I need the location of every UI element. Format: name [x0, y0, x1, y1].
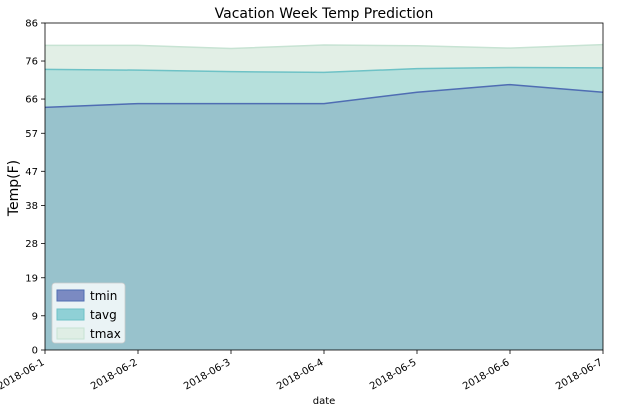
- chart-title: Vacation Week Temp Prediction: [215, 6, 434, 22]
- y-tick-label: 0: [32, 346, 38, 357]
- legend-swatch-tmax: [57, 328, 84, 339]
- y-tick-label: 19: [25, 273, 38, 284]
- area-tmin: [45, 85, 603, 350]
- y-tick-label: 47: [25, 167, 38, 178]
- y-tick-label: 76: [25, 57, 38, 68]
- x-axis-label: date: [313, 396, 336, 407]
- legend-swatch-tavg: [57, 309, 84, 320]
- y-tick-label: 28: [25, 239, 38, 250]
- y-tick-label: 66: [25, 95, 38, 106]
- legend-swatch-tmin: [57, 290, 84, 301]
- x-tick-label: 2018-06-2: [89, 357, 139, 392]
- x-tick-label: 2018-06-4: [275, 357, 325, 392]
- x-tick-label: 2018-06-5: [368, 357, 418, 392]
- legend: tmin tavg tmax: [52, 283, 125, 343]
- legend-label-tavg: tavg: [90, 308, 117, 322]
- x-tick-label: 2018-06-7: [554, 357, 604, 392]
- x-tick-label: 2018-06-6: [461, 357, 511, 392]
- legend-label-tmax: tmax: [90, 327, 121, 341]
- y-tick-label: 86: [25, 19, 38, 30]
- y-tick-label: 57: [25, 129, 38, 140]
- y-axis-label: Temp(F): [6, 160, 22, 217]
- plot-area: [45, 45, 603, 350]
- legend-label-tmin: tmin: [90, 289, 117, 303]
- x-tick-label: 2018-06-1: [0, 357, 46, 392]
- y-tick-label: 9: [32, 311, 38, 322]
- y-tick-label: 38: [25, 201, 38, 212]
- x-tick-label: 2018-06-3: [182, 357, 232, 392]
